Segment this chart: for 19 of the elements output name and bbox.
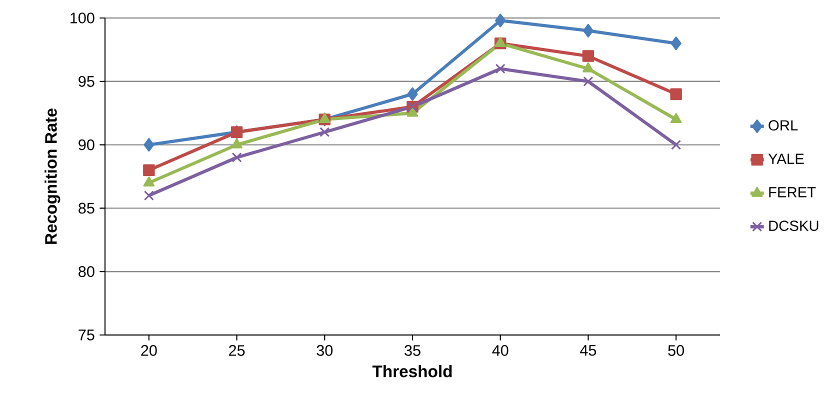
legend-label: FERET: [769, 187, 816, 198]
legend-label: YALE: [768, 154, 804, 164]
y-tick-label: 90: [78, 139, 94, 150]
legend-label: DCSKU: [769, 220, 818, 231]
y-tick-label: 75: [78, 330, 94, 340]
x-tick-label: 35: [404, 345, 420, 356]
x-tick-label: 25: [229, 345, 245, 356]
x-tick-label: 20: [141, 345, 157, 356]
legend-label: ORL: [768, 120, 798, 131]
x-tick-label: 30: [316, 345, 333, 356]
y-tick-label: 85: [78, 202, 94, 214]
y-tick-label: 95: [78, 76, 94, 87]
y-tick-label: 100: [70, 12, 94, 24]
y-tick-label: 80: [78, 266, 94, 278]
x-tick-label: 45: [580, 345, 596, 356]
x-axis-title: Threshold: [372, 365, 452, 378]
y-axis-title: Recognition Rate: [44, 108, 60, 244]
x-tick-label: 50: [668, 345, 684, 356]
x-tick-label: 40: [492, 345, 508, 356]
